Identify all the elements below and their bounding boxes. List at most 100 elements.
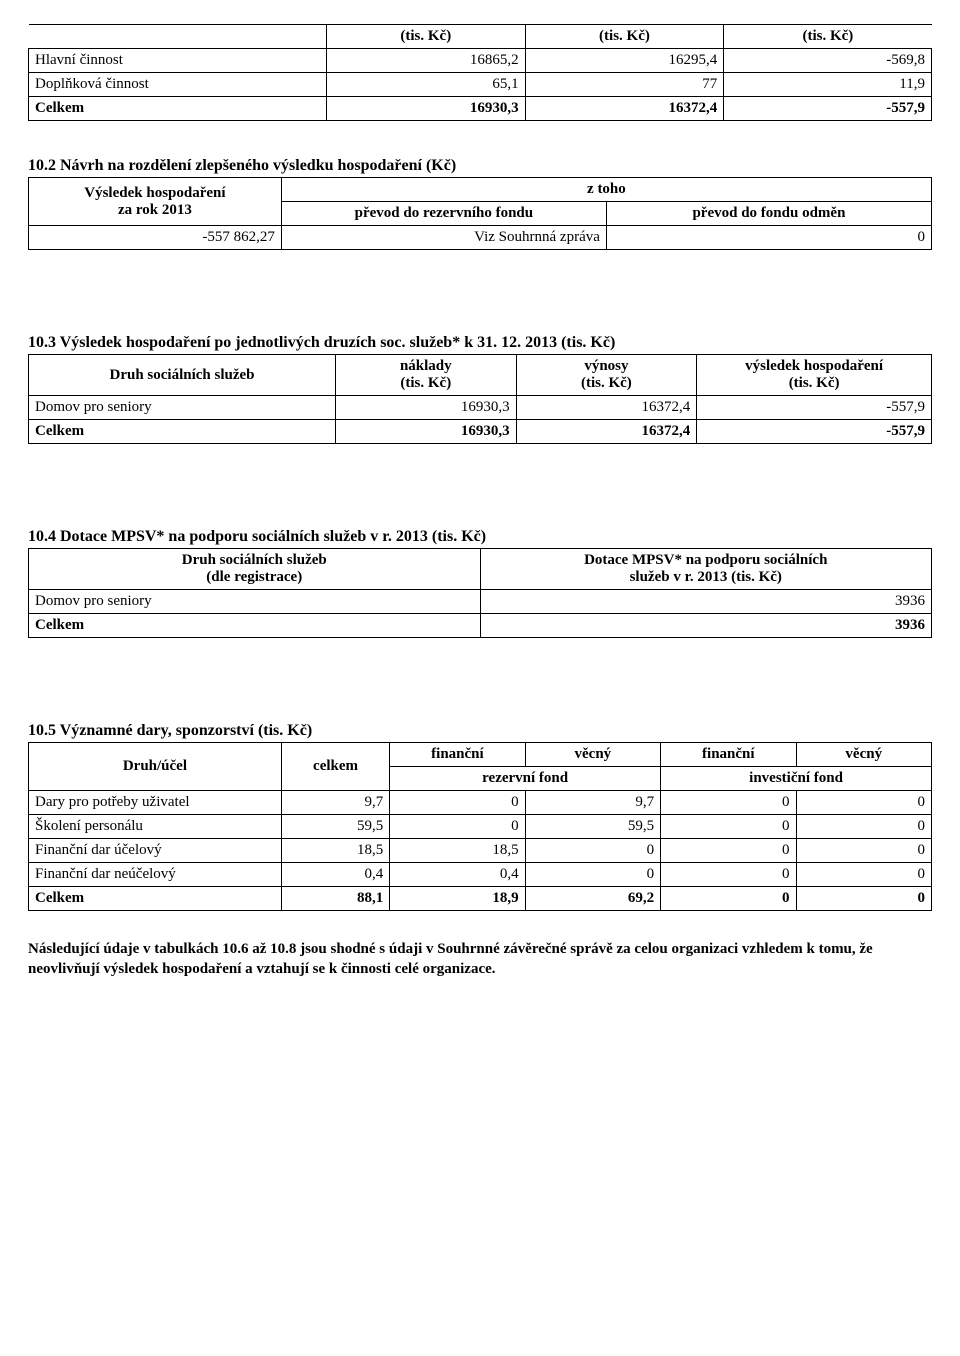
cell: 88,1 — [281, 887, 389, 911]
text: za rok 2013 — [118, 202, 192, 218]
hdr-inv-fond: investiční fond — [661, 767, 932, 791]
cell: -569,8 — [724, 49, 932, 73]
row-label: Domov pro seniory — [29, 590, 481, 614]
cell: 0 — [390, 815, 525, 839]
cell: 9,7 — [525, 791, 660, 815]
cell: 16295,4 — [525, 49, 724, 73]
cell: 65,1 — [326, 73, 525, 97]
cell: -557 862,27 — [29, 226, 282, 250]
text: výsledek hospodaření — [745, 358, 883, 374]
cell-empty — [29, 25, 327, 49]
text: Dotace MPSV* na podporu sociálních — [584, 552, 827, 568]
table-10-5: Druh/účel celkem finanční věcný finanční… — [28, 742, 932, 911]
section-title-10-2: 10.2 Návrh na rozdělení zlepšeného výsle… — [28, 157, 932, 175]
table-10-4: Druh sociálních služeb (dle registrace) … — [28, 548, 932, 638]
section-title-10-5: 10.5 Významné dary, sponzorství (tis. Kč… — [28, 722, 932, 740]
cell: -557,9 — [697, 396, 932, 420]
hdr-unit-3: (tis. Kč) — [724, 25, 932, 49]
cell: 0 — [661, 815, 796, 839]
cell: 0 — [796, 791, 931, 815]
cell: 0 — [661, 839, 796, 863]
cell: 77 — [525, 73, 724, 97]
cell: 0 — [661, 887, 796, 911]
cell: 16930,3 — [336, 420, 517, 444]
cell: 16372,4 — [516, 420, 697, 444]
cell: 16865,2 — [326, 49, 525, 73]
cell: -557,9 — [724, 97, 932, 121]
cell: 18,9 — [390, 887, 525, 911]
cell: 16372,4 — [516, 396, 697, 420]
text: služeb v r. 2013 (tis. Kč) — [630, 569, 782, 585]
cell: 0 — [796, 815, 931, 839]
cell: 18,5 — [281, 839, 389, 863]
cell: 18,5 — [390, 839, 525, 863]
text: výnosy — [584, 358, 628, 374]
row-label: Celkem — [29, 887, 282, 911]
cell: 16930,3 — [336, 396, 517, 420]
hdr-druh: Druh/účel — [29, 743, 282, 791]
hdr-naklady: náklady (tis. Kč) — [336, 355, 517, 396]
hdr-fin-2: finanční — [661, 743, 796, 767]
cell: 0 — [661, 863, 796, 887]
hdr-rezervni: převod do rezervního fondu — [281, 202, 606, 226]
section-title-10-3: 10.3 Výsledek hospodaření po jednotlivýc… — [28, 334, 932, 352]
hdr-unit-1: (tis. Kč) — [326, 25, 525, 49]
cell: 0 — [606, 226, 931, 250]
hdr-vysledek: výsledek hospodaření (tis. Kč) — [697, 355, 932, 396]
text: (tis. Kč) — [789, 375, 840, 391]
cell: 69,2 — [525, 887, 660, 911]
hdr-vynosy: výnosy (tis. Kč) — [516, 355, 697, 396]
hdr-vec-2: věcný — [796, 743, 931, 767]
table-10-3: Druh sociálních služeb náklady (tis. Kč)… — [28, 354, 932, 444]
cell: 0 — [390, 791, 525, 815]
cell: 16372,4 — [525, 97, 724, 121]
row-label: Celkem — [29, 614, 481, 638]
hdr-fin-1: finanční — [390, 743, 525, 767]
text: Výsledek hospodaření — [84, 185, 225, 201]
cell: 16930,3 — [326, 97, 525, 121]
hdr-celkem: celkem — [281, 743, 389, 791]
table-10-2: Výsledek hospodaření za rok 2013 z toho … — [28, 177, 932, 250]
section-title-10-4: 10.4 Dotace MPSV* na podporu sociálních … — [28, 528, 932, 546]
hdr-vec-1: věcný — [525, 743, 660, 767]
cell: 11,9 — [724, 73, 932, 97]
text: (dle registrace) — [206, 569, 302, 585]
cell: 0 — [796, 839, 931, 863]
row-label: Domov pro seniory — [29, 396, 336, 420]
cell: 0 — [661, 791, 796, 815]
hdr-druh: Druh sociálních služeb — [29, 355, 336, 396]
row-label: Hlavní činnost — [29, 49, 327, 73]
table-intro: (tis. Kč) (tis. Kč) (tis. Kč) Hlavní čin… — [28, 24, 932, 121]
cell: 59,5 — [281, 815, 389, 839]
cell: 0,4 — [281, 863, 389, 887]
cell: 0 — [525, 839, 660, 863]
cell: 0 — [796, 887, 931, 911]
cell: 9,7 — [281, 791, 389, 815]
row-label: Dary pro potřeby uživatel — [29, 791, 282, 815]
cell: 59,5 — [525, 815, 660, 839]
hdr-vysledek: Výsledek hospodaření za rok 2013 — [29, 178, 282, 226]
hdr-ztoho: z toho — [281, 178, 931, 202]
hdr-unit-2: (tis. Kč) — [525, 25, 724, 49]
cell: -557,9 — [697, 420, 932, 444]
text: Druh sociálních služeb — [182, 552, 327, 568]
hdr-druh: Druh sociálních služeb (dle registrace) — [29, 549, 481, 590]
text: (tis. Kč) — [581, 375, 632, 391]
row-label: Finanční dar neúčelový — [29, 863, 282, 887]
cell: 0 — [525, 863, 660, 887]
cell: 3936 — [480, 614, 932, 638]
row-label: Celkem — [29, 420, 336, 444]
row-label: Doplňková činnost — [29, 73, 327, 97]
cell: 0,4 — [390, 863, 525, 887]
hdr-dotace: Dotace MPSV* na podporu sociálních služe… — [480, 549, 932, 590]
footer-paragraph: Následující údaje v tabulkách 10.6 až 10… — [28, 939, 932, 980]
text: (tis. Kč) — [400, 375, 451, 391]
cell: 3936 — [480, 590, 932, 614]
hdr-rez-fond: rezervní fond — [390, 767, 661, 791]
cell: Viz Souhrnná zpráva — [281, 226, 606, 250]
row-label: Celkem — [29, 97, 327, 121]
row-label: Finanční dar účelový — [29, 839, 282, 863]
text: náklady — [400, 358, 452, 374]
cell: 0 — [796, 863, 931, 887]
hdr-odmen: převod do fondu odměn — [606, 202, 931, 226]
